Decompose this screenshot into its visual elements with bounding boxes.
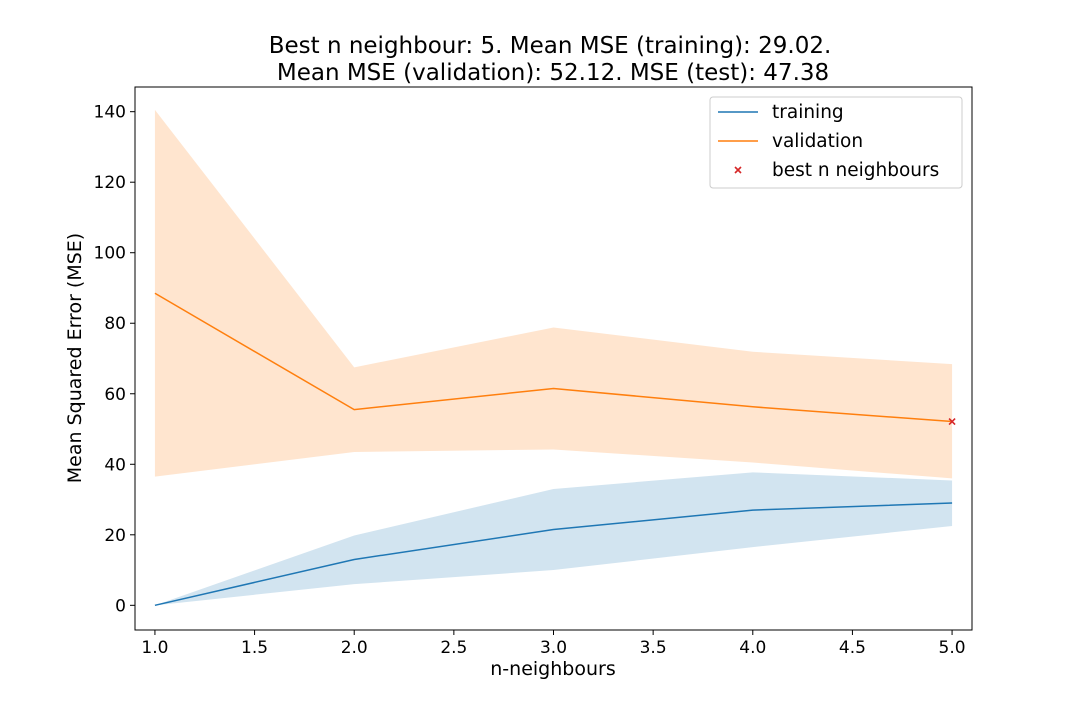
x-axis-ticks: 1.0 1.5 2.0 2.5 3.0 3.5 4.0 4.5 5.0 bbox=[141, 630, 966, 658]
y-axis-ticks: 0 20 40 60 80 100 120 140 bbox=[94, 103, 135, 616]
y-tick-label: 60 bbox=[104, 385, 126, 405]
x-tick-label: 2.0 bbox=[341, 638, 368, 658]
chart-title-line-2: Mean MSE (validation): 52.12. MSE (test)… bbox=[277, 60, 829, 86]
y-tick-label: 20 bbox=[104, 526, 126, 546]
training-line bbox=[154, 502, 953, 607]
legend-label: training bbox=[772, 102, 844, 123]
y-axis-label: Mean Squared Error (MSE) bbox=[64, 233, 86, 483]
y-tick-label: 100 bbox=[94, 244, 126, 264]
best-point-marker-group bbox=[948, 417, 956, 426]
y-tick-label: 120 bbox=[94, 173, 126, 193]
legend-box bbox=[709, 96, 963, 189]
y-tick-label: 140 bbox=[94, 103, 126, 123]
x-tick-label: 1.0 bbox=[141, 638, 168, 658]
validation-line bbox=[154, 292, 953, 423]
training-error-band bbox=[154, 472, 953, 606]
legend: training validation best n neighbours bbox=[709, 96, 963, 189]
validation-error-band bbox=[154, 109, 953, 479]
y-tick-label: 40 bbox=[104, 455, 126, 475]
x-tick-label: 4.0 bbox=[739, 638, 766, 658]
best-point-marker bbox=[948, 417, 956, 426]
chart-title-line-1: Best n neighbour: 5. Mean MSE (training)… bbox=[269, 33, 832, 59]
x-tick-label: 2.5 bbox=[440, 638, 467, 658]
x-tick-label: 5.0 bbox=[939, 638, 966, 658]
y-tick-label: 0 bbox=[115, 596, 126, 616]
error-bands bbox=[154, 109, 953, 606]
best-point-legend-swatch bbox=[734, 166, 742, 174]
x-tick-label: 4.5 bbox=[839, 638, 866, 658]
x-axis-label: n-neighbours bbox=[490, 658, 615, 680]
series-lines bbox=[154, 292, 953, 607]
y-tick-label: 80 bbox=[104, 314, 126, 334]
x-tick-label: 3.5 bbox=[640, 638, 667, 658]
legend-label: best n neighbours bbox=[772, 160, 939, 181]
legend-label: validation bbox=[772, 131, 863, 152]
x-tick-label: 1.5 bbox=[241, 638, 268, 658]
x-tick-label: 3.0 bbox=[540, 638, 567, 658]
